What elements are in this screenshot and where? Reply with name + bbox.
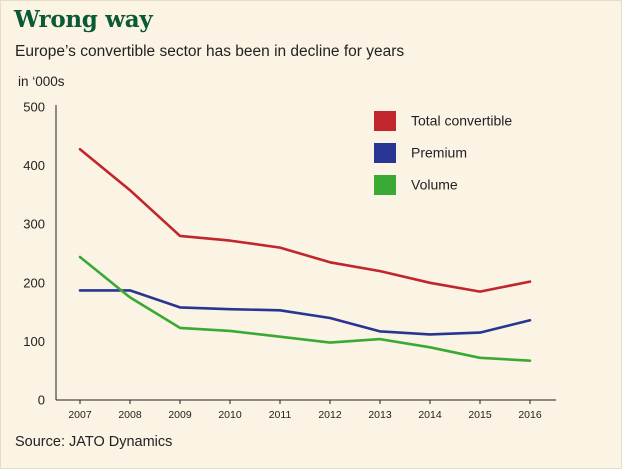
chart-title: Wrong way [14,6,153,33]
legend-label-premium: Premium [411,145,467,161]
legend: Total convertible Premium Volume [374,111,512,195]
series-lines [78,147,532,363]
legend-swatch-volume [374,175,396,195]
x-tick-label: 2011 [269,409,292,421]
x-tick-label: 2016 [518,409,542,421]
y-tick-label: 100 [23,334,45,349]
legend-label-total-convertible: Total convertible [411,113,512,129]
source-note: Source: JATO Dynamics [15,434,173,450]
x-tick-label: 2015 [468,409,492,421]
legend-swatch-total-convertible [374,111,396,131]
y-tick-label: 300 [23,217,45,232]
legend-label-volume: Volume [411,177,458,193]
series-line-total-convertible [78,147,532,293]
y-tick-label: 500 [23,100,45,115]
y-tick-label: 0 [38,393,45,408]
y-tick-label: 200 [23,275,45,290]
series-line-volume [78,255,532,363]
legend-swatch-premium [374,143,396,163]
x-tick-label: 2013 [368,409,392,421]
x-tick-label: 2010 [218,409,242,421]
x-tick-label: 2008 [118,409,142,421]
x-tick-label: 2007 [68,409,92,421]
chart-subtitle: Europe’s convertible sector has been in … [15,43,405,60]
tick-labels: 0 100 200 300 400 500 2007 2008 2009 2010 2011 2012… [23,100,542,422]
x-tick-label: 2014 [418,409,442,421]
x-tick-label: 2012 [318,409,342,421]
y-axis-unit-label: in ‘000s [18,74,65,89]
series-line-premium [78,289,532,336]
x-tick-label: 2009 [168,409,192,421]
axes [55,105,556,401]
y-tick-label: 400 [23,158,45,173]
